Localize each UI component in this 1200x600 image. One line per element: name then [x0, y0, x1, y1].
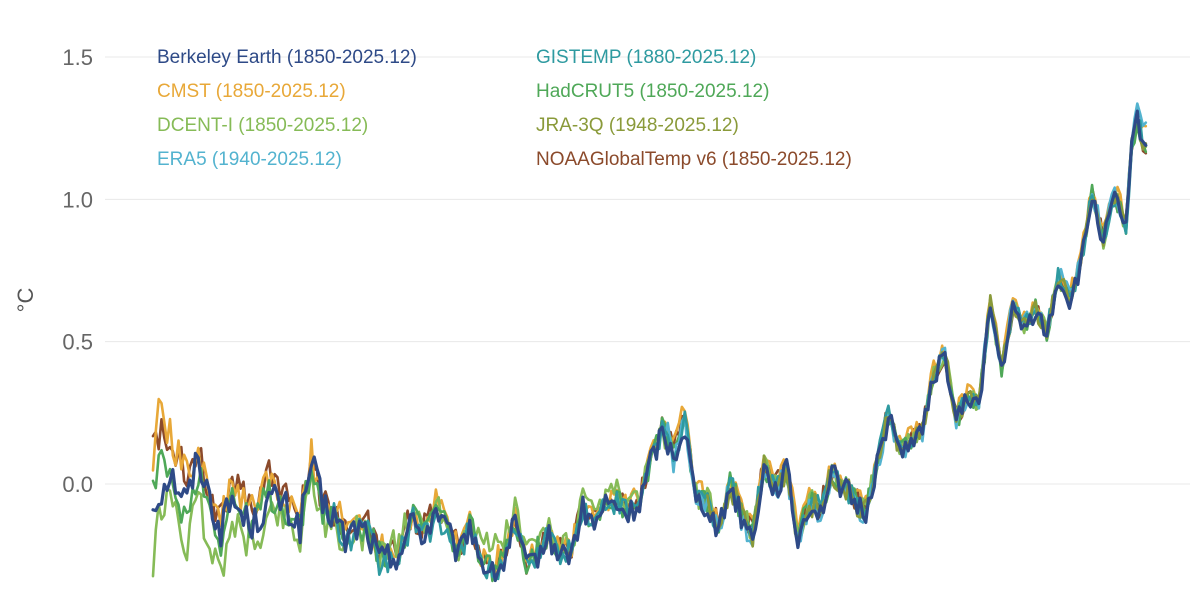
legend-item: ERA5 (1940-2025.12) [157, 149, 342, 170]
legend-item: JRA-3Q (1948-2025.12) [536, 115, 739, 136]
y-axis-label: °C [13, 288, 38, 313]
y-axis-ticks: 0.0 0.5 1.0 1.5 [62, 45, 93, 497]
y-tick-label: 1.0 [62, 187, 93, 212]
legend-item: Berkeley Earth (1850-2025.12) [157, 47, 417, 68]
series-line-berkeley [151, 109, 1148, 583]
legend: Berkeley Earth (1850-2025.12) CMST (1850-… [157, 47, 852, 170]
gridlines [105, 56, 1190, 485]
series-lines [151, 102, 1148, 583]
legend-item: GISTEMP (1880-2025.12) [536, 47, 756, 68]
y-tick-label: 0.5 [62, 330, 93, 355]
legend-item: NOAAGlobalTemp v6 (1850-2025.12) [536, 149, 852, 170]
legend-item: CMST (1850-2025.12) [157, 81, 346, 102]
y-tick-label: 1.5 [62, 45, 93, 70]
legend-item: HadCRUT5 (1850-2025.12) [536, 81, 769, 102]
legend-item: DCENT-I (1850-2025.12) [157, 115, 368, 136]
y-tick-label: 0.0 [62, 472, 93, 497]
